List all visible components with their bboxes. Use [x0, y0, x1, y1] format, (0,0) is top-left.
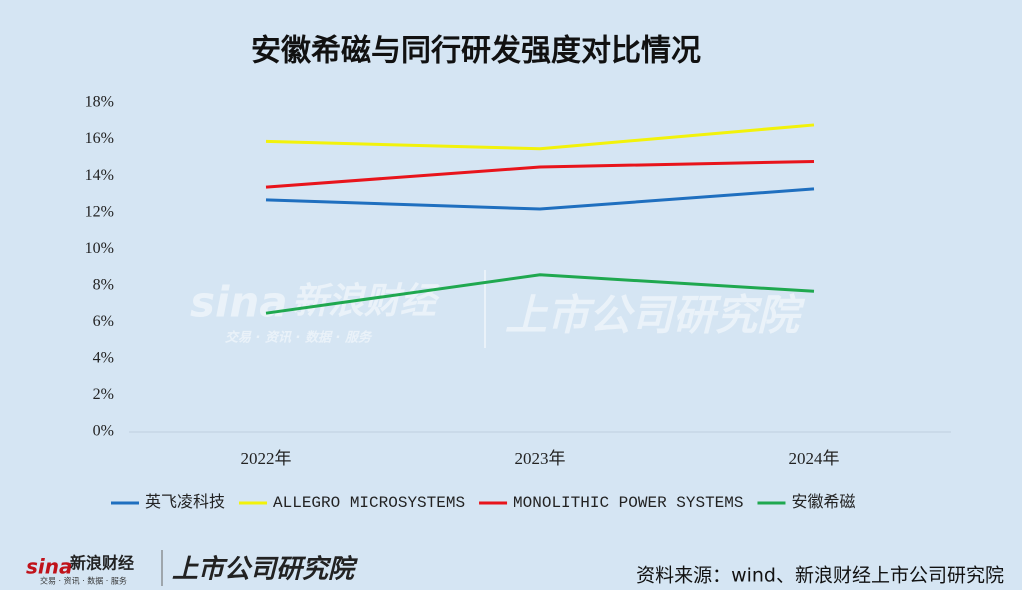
legend-label: MONOLITHIC POWER SYSTEMS: [513, 494, 743, 512]
y-tick-label: 6%: [93, 313, 114, 330]
y-tick-label: 10%: [85, 240, 114, 257]
watermark-tagline: 交易 · 资讯 · 数据 · 服务: [225, 330, 373, 346]
x-tick-label: 2024年: [789, 449, 840, 468]
source-note: 资料来源：wind、新浪财经上市公司研究院: [636, 565, 1004, 587]
y-tick-label: 2%: [93, 386, 114, 403]
watermark-logo: sina: [190, 278, 288, 327]
y-tick-label: 4%: [93, 350, 114, 367]
chart-title: 安徽希磁与同行研发强度对比情况: [251, 34, 701, 69]
y-tick-label: 18%: [85, 94, 114, 111]
x-tick-label: 2022年: [241, 449, 292, 468]
footer: sina 新浪财经 交易 · 资讯 · 数据 · 服务 上市公司研究院 资料来源…: [26, 550, 1004, 587]
footer-name: 新浪财经: [70, 554, 134, 573]
y-tick-label: 8%: [93, 276, 114, 293]
footer-institute: 上市公司研究院: [172, 555, 358, 585]
watermark-name: 新浪财经: [292, 281, 440, 322]
series-line: [265, 187, 815, 211]
watermark: sina 新浪财经 交易 · 资讯 · 数据 · 服务 上市公司研究院: [190, 270, 806, 348]
legend-label: ALLEGRO MICROSYSTEMS: [273, 494, 465, 512]
y-tick-label: 0%: [93, 423, 114, 440]
y-tick-label: 14%: [85, 167, 114, 184]
series-line: [265, 273, 815, 315]
y-tick-label: 16%: [85, 130, 114, 147]
footer-tagline: 交易 · 资讯 · 数据 · 服务: [40, 576, 127, 586]
footer-logo: sina: [26, 555, 73, 579]
watermark-institute: 上市公司研究院: [505, 291, 806, 340]
y-tick-label: 12%: [85, 203, 114, 220]
legend-label: 安徽希磁: [791, 493, 855, 512]
series-line: [265, 159, 815, 189]
series-line: [265, 123, 815, 151]
legend-label: 英飞凌科技: [145, 493, 225, 512]
x-tick-label: 2023年: [515, 449, 566, 468]
